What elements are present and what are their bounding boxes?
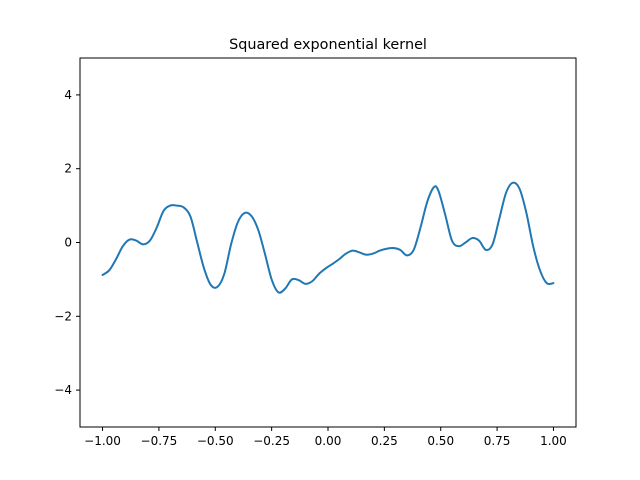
x-tick-label: 1.00 <box>540 434 567 448</box>
series-layer <box>101 181 555 294</box>
x-tick-label: −1.00 <box>84 434 121 448</box>
x-tick-label: −0.25 <box>253 434 290 448</box>
x-tick-label: 0.50 <box>427 434 454 448</box>
x-tick-label: 0.25 <box>371 434 398 448</box>
y-tick-label: 2 <box>64 162 72 176</box>
y-axis: −4 −2 0 2 4 <box>54 88 80 397</box>
x-tick-label: −0.75 <box>141 434 178 448</box>
x-axis: −1.00 −0.75 −0.50 −0.25 0.00 0.25 0.50 0.75 1.00 <box>84 427 567 448</box>
x-tick-label: 0.75 <box>484 434 511 448</box>
chart-title: Squared exponential kernel <box>229 37 427 53</box>
plot-area-frame <box>79 57 577 428</box>
y-tick-label: −2 <box>54 309 72 323</box>
y-tick-label: −4 <box>54 383 72 397</box>
x-tick-label: 0.00 <box>315 434 342 448</box>
y-tick-label: 4 <box>64 88 72 102</box>
x-tick-label: −0.50 <box>197 434 234 448</box>
series-line <box>101 181 555 294</box>
y-tick-label: 0 <box>64 236 72 250</box>
